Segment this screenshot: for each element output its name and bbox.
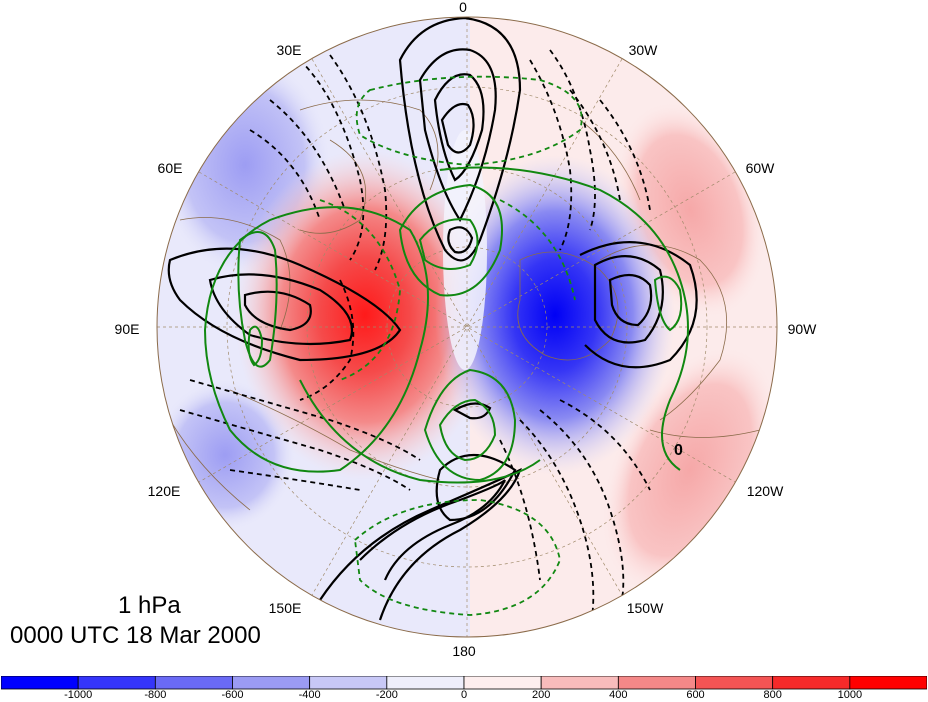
colorbar-tick-label: -600 [221,689,244,701]
colorbar-swatch [309,676,388,690]
dashed-black-contours [179,49,651,631]
lon-label-120e: 120E [147,483,181,499]
colorbar-swatch [386,676,465,690]
green-dashed-contours [319,75,583,616]
lon-label-120w: 120W [746,483,784,499]
lon-label-30w: 30W [628,42,658,58]
coastline-siberia [229,389,441,481]
lon-label-90w: 90W [787,321,817,337]
overlay-contour-dashed [354,499,561,616]
overlay-contour [653,275,683,332]
overlay-contour-dashed [319,199,401,381]
negative-contour [569,89,621,201]
coastline-scandinavia [299,139,367,234]
colorbar-tick-label: 0 [460,689,468,701]
lon-label-60e: 60E [157,160,183,176]
colorbar-tick-label: -400 [298,689,321,701]
negative-contour [299,59,365,261]
colorbar-tick-label: 800 [763,689,782,701]
lon-label-150w: 150W [626,600,664,616]
colorbar-swatch [695,676,774,690]
positive-contour [579,241,698,369]
map-boundary [156,16,778,638]
lon-label-0: 0 [459,0,467,15]
colorbar-tick-label: 600 [686,689,705,701]
overlay-contour [418,218,479,270]
coastline-atlantic [579,119,641,201]
negative-contour [499,439,541,581]
overlay-contour [237,231,278,368]
positive-contour [208,273,354,346]
overlay-contour [439,166,689,471]
overlay-contour [423,368,517,482]
pressure-level-title: 1 hPa [118,592,181,619]
negative-contour [179,409,411,491]
colorbar-tick-label: 400 [609,689,628,701]
coastline-east-asia [169,419,251,511]
meridian-30e-150w [311,58,623,596]
negative-contour [529,59,573,251]
overlay-contour [247,325,264,367]
negative-contour [599,99,651,211]
colorbar-swatch [849,676,927,690]
positive-contour [359,479,506,581]
colorbar-swatch [1,676,79,690]
colorbar-swatch [463,676,542,690]
colorbar-tick-label: -800 [144,689,167,701]
positive-contour [452,402,492,420]
negative-contour [519,419,595,631]
colorbar-tick-label: -200 [375,689,398,701]
lon-label-180: 180 [452,643,476,659]
coastline-greenland [517,251,619,361]
negative-contour [539,409,625,611]
negative-contour [559,399,651,491]
negative-contour [329,54,388,271]
lon-label-60w: 60W [745,160,775,176]
colorbar-tick-label: 200 [531,689,551,701]
colorbar-swatch [772,676,851,690]
lon-label-150e: 150E [268,600,302,616]
meridian-60e-120w [198,171,736,483]
negative-anomaly-center [435,155,675,475]
positive-contour [440,102,475,154]
contour-zero-label: 0 [674,442,683,459]
lon-label-30e: 30E [276,42,302,58]
lon-label-90e: 90E [114,321,140,337]
overlay-contour [203,206,429,473]
positive-anomaly-center [235,150,495,480]
colorbar-tick-label: 1000 [837,689,863,701]
coastline-europe [299,99,439,191]
coastline-alaska [649,429,761,438]
negative-contour [229,469,361,491]
valid-time-title: 0000 UTC 18 Mar 2000 [10,622,261,649]
positive-contour [447,226,474,254]
colorbar-swatch [77,676,156,690]
overlay-contour [398,183,503,297]
meridian-30w-150e [311,58,623,596]
positive-contour [319,467,522,621]
negative-contour [269,99,346,211]
colorbar [1,676,927,690]
colorbar-tick-label: -1000 [64,689,93,701]
overlay-contour [438,398,497,462]
colorbar-swatch [154,676,233,690]
colorbar-swatch [540,676,619,690]
overlay-contour [299,379,541,484]
negative-contour [299,279,355,401]
green-solid-contours [203,166,689,484]
overlay-contour-dashed [499,199,576,301]
colorbar-swatch [617,676,696,690]
colorbar-swatch [232,676,311,690]
negative-contour [549,49,596,231]
positive-contour [433,73,485,182]
coastline-asia [179,217,291,331]
positive-contour [608,273,653,327]
latitude-circle [226,86,708,568]
